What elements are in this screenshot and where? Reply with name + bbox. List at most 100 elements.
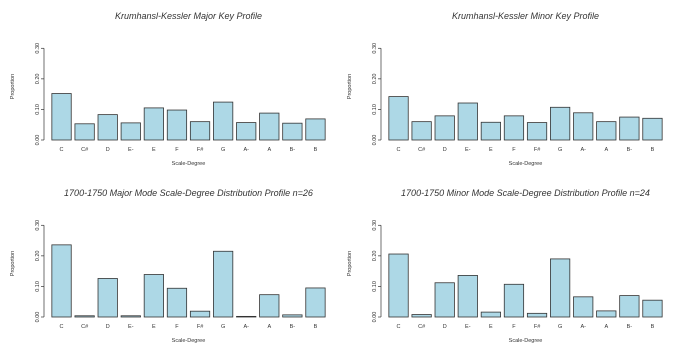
y-tick-label: 0.00	[35, 135, 41, 146]
x-tick-label: E	[152, 324, 156, 330]
x-tick-label: F#	[534, 324, 541, 330]
bar-E	[143, 274, 164, 318]
bar-E-	[120, 122, 141, 141]
y-tick-label: 0.30	[372, 43, 378, 54]
x-tick-label: F	[512, 324, 516, 330]
x-tick-label: E-	[128, 147, 134, 153]
bar-D	[97, 114, 118, 141]
y-tick-label: 0.00	[35, 312, 41, 323]
x-tick-label: C#	[81, 147, 89, 153]
chart-panel-1700-minor: 1700-1750 Minor Mode Scale-Degree Distri…	[337, 177, 674, 353]
bar-E-	[457, 275, 478, 318]
bar-F#	[189, 121, 211, 141]
bar-C#	[411, 314, 432, 318]
bar-G	[213, 250, 234, 318]
y-axis-label: Proportion	[347, 251, 353, 276]
bar-B	[642, 117, 663, 141]
bar-E-	[120, 315, 141, 318]
x-tick-label: D	[443, 147, 447, 153]
x-tick-label: G	[558, 147, 562, 153]
x-tick-label: C	[397, 324, 401, 330]
y-tick-label: 0.30	[35, 43, 41, 54]
y-axis-label: Proportion	[347, 74, 353, 99]
bar-B-	[282, 122, 303, 141]
y-tick-label: 0.00	[372, 135, 378, 146]
x-tick-label: A-	[243, 147, 249, 153]
bar-D	[434, 115, 455, 141]
x-tick-label: B	[651, 324, 655, 330]
x-axis-label: Scale-Degree	[509, 161, 543, 167]
x-tick-label: B-	[290, 147, 296, 153]
bar-E	[480, 121, 501, 141]
chart-panel-kk-minor: Krumhansl-Kessler Minor Key Profile 0.00 0…	[337, 0, 674, 176]
bar-B-	[282, 314, 303, 318]
chart-1700-major: 1700-1750 Major Mode Scale-Degree Distri…	[10, 188, 326, 344]
chart-title: 1700-1750 Major Mode Scale-Degree Distri…	[64, 188, 313, 198]
y-tick-label: 0.20	[372, 250, 378, 261]
bar-C	[388, 253, 409, 318]
x-tick-label: C#	[418, 147, 426, 153]
bar-B	[305, 287, 326, 318]
bar-B-	[619, 116, 640, 141]
bar-A	[596, 310, 617, 318]
y-tick-label: 0.20	[35, 73, 41, 84]
y-tick-label: 0.30	[35, 220, 41, 231]
x-tick-label: A	[267, 147, 271, 153]
bar-C	[388, 96, 409, 141]
bar-A-	[236, 315, 257, 318]
x-tick-label: D	[106, 147, 110, 153]
x-axis-label: Scale-Degree	[172, 161, 206, 167]
y-tick-label: 0.00	[372, 312, 378, 323]
x-tick-label: E-	[128, 324, 134, 330]
bar-C#	[74, 315, 95, 318]
x-tick-label: A	[604, 324, 608, 330]
x-tick-label: F#	[197, 324, 204, 330]
chart-panel-1700-major: 1700-1750 Major Mode Scale-Degree Distri…	[0, 177, 337, 353]
x-tick-label: B-	[627, 147, 633, 153]
bar-G	[550, 106, 571, 141]
x-tick-label: G	[558, 324, 562, 330]
x-tick-label: B-	[627, 324, 633, 330]
x-tick-label: F#	[534, 147, 541, 153]
chart-title: Krumhansl-Kessler Major Key Profile	[115, 11, 262, 21]
x-tick-label: D	[106, 324, 110, 330]
x-tick-label: E	[489, 147, 493, 153]
y-tick-label: 0.10	[372, 281, 378, 292]
bar-A-	[573, 296, 594, 318]
bar-C	[51, 93, 72, 141]
bar-D	[434, 282, 455, 318]
bar-A-	[573, 112, 594, 141]
x-tick-label: G	[221, 147, 225, 153]
y-tick-label: 0.10	[35, 281, 41, 292]
x-tick-label: A	[267, 324, 271, 330]
bar-C#	[411, 121, 432, 141]
x-tick-label: D	[443, 324, 447, 330]
bar-F	[503, 283, 525, 318]
bar-B	[642, 299, 663, 318]
y-tick-label: 0.10	[372, 104, 378, 115]
y-tick-label: 0.20	[372, 73, 378, 84]
x-tick-label: B	[314, 147, 318, 153]
y-tick-label: 0.30	[372, 220, 378, 231]
x-tick-label: C	[60, 324, 64, 330]
x-tick-label: B-	[290, 324, 296, 330]
bar-E	[143, 107, 164, 141]
y-tick-label: 0.20	[35, 250, 41, 261]
bar-F#	[189, 310, 211, 318]
bar-E-	[457, 102, 478, 141]
chart-kk-major: Krumhansl-Kessler Major Key Profile 0.00 0…	[10, 11, 326, 167]
bar-G	[213, 101, 234, 141]
x-tick-label: B	[314, 324, 318, 330]
x-tick-label: E-	[465, 147, 471, 153]
x-tick-label: C	[397, 147, 401, 153]
x-tick-label: A	[604, 147, 608, 153]
bar-A	[596, 121, 617, 141]
bar-A-	[236, 122, 257, 141]
bar-F	[166, 287, 188, 318]
bar-E	[480, 311, 501, 318]
x-tick-label: C#	[81, 324, 89, 330]
bar-F	[503, 115, 525, 141]
x-tick-label: F#	[197, 147, 204, 153]
y-tick-label: 0.10	[35, 104, 41, 115]
bar-A	[259, 294, 280, 318]
